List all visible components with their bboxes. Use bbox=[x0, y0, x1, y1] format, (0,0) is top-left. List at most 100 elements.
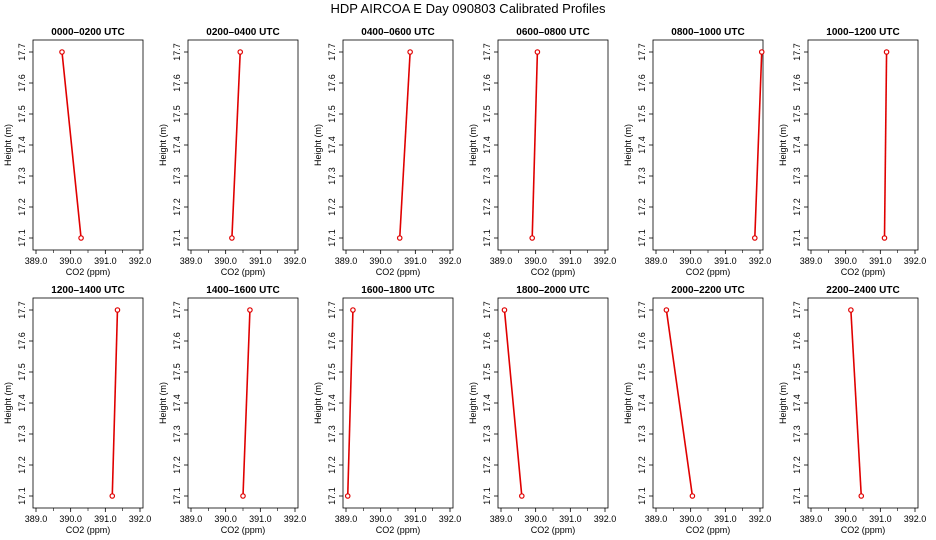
x-tick-label: 391.0 bbox=[404, 514, 427, 524]
y-tick-label: 17.3 bbox=[327, 167, 337, 185]
y-tick-label: 17.3 bbox=[172, 167, 182, 185]
x-tick-label: 391.0 bbox=[869, 256, 892, 266]
x-tick-label: 389.0 bbox=[800, 514, 823, 524]
y-tick-label: 17.2 bbox=[637, 198, 647, 216]
x-tick-label: 390.0 bbox=[524, 256, 547, 266]
profile-panel: 2000–2200 UTC 389.0 390.0 391.0 392.0 CO2 (pp… bbox=[623, 285, 771, 535]
x-tick-label: 389.0 bbox=[645, 256, 668, 266]
y-tick-label: 17.2 bbox=[792, 456, 802, 474]
plot-frame bbox=[807, 297, 919, 509]
y-tick-label: 17.6 bbox=[482, 74, 492, 92]
y-tick-label: 17.2 bbox=[17, 456, 27, 474]
data-point bbox=[501, 307, 508, 313]
y-tick-label: 17.1 bbox=[637, 229, 647, 247]
y-tick-label: 17.4 bbox=[327, 394, 337, 412]
y-tick-label: 17.6 bbox=[482, 332, 492, 350]
y-tick-label: 17.1 bbox=[327, 229, 337, 247]
y-axis-label: Height (m) bbox=[778, 124, 788, 166]
x-tick-label: 389.0 bbox=[335, 256, 358, 266]
y-axis-label: Height (m) bbox=[158, 124, 168, 166]
y-axis-label: Height (m) bbox=[468, 382, 478, 424]
y-tick-label: 17.5 bbox=[17, 363, 27, 381]
panel-title: 2200–2400 UTC bbox=[826, 285, 899, 296]
profile-line bbox=[61, 51, 82, 239]
x-tick-label: 390.0 bbox=[369, 256, 392, 266]
y-tick-label: 17.5 bbox=[172, 105, 182, 123]
y-tick-label: 17.1 bbox=[17, 487, 27, 505]
plot-frame bbox=[32, 39, 144, 251]
y-tick-label: 17.3 bbox=[637, 167, 647, 185]
y-tick-label: 17.7 bbox=[172, 43, 182, 61]
x-tick-label: 389.0 bbox=[335, 514, 358, 524]
x-tick-label: 392.0 bbox=[284, 514, 307, 524]
y-tick-label: 17.1 bbox=[482, 487, 492, 505]
x-tick-label: 390.0 bbox=[679, 514, 702, 524]
x-tick-label: 389.0 bbox=[800, 256, 823, 266]
data-point bbox=[848, 307, 854, 313]
y-tick-label: 17.6 bbox=[637, 332, 647, 350]
profile-line bbox=[883, 51, 888, 239]
y-tick-label: 17.5 bbox=[172, 363, 182, 381]
y-tick-label: 17.1 bbox=[637, 487, 647, 505]
y-tick-label: 17.3 bbox=[482, 425, 492, 443]
profile-panel: 0400–0600 UTC 389.0 390.0 391.0 392.0 CO2 (pp… bbox=[313, 27, 461, 277]
x-tick-label: 391.0 bbox=[249, 514, 272, 524]
x-axis-label: CO2 (ppm) bbox=[376, 525, 421, 535]
x-tick-label: 392.0 bbox=[904, 514, 927, 524]
plot-frame bbox=[187, 39, 299, 251]
x-tick-label: 392.0 bbox=[749, 514, 772, 524]
x-axis-label: CO2 (ppm) bbox=[221, 267, 266, 277]
panel-title: 1000–1200 UTC bbox=[826, 27, 899, 38]
y-axis-label: Height (m) bbox=[313, 124, 323, 166]
y-tick-label: 17.2 bbox=[482, 456, 492, 474]
profile-line bbox=[503, 309, 523, 497]
profile-panel: 0000–0200 UTC 389.0 390.0 391.0 392.0 CO2 (pp… bbox=[3, 27, 151, 277]
panel-title: 1200–1400 UTC bbox=[51, 285, 124, 296]
y-tick-label: 17.7 bbox=[172, 301, 182, 319]
panel-title: 1400–1600 UTC bbox=[206, 285, 279, 296]
profile-line bbox=[111, 309, 119, 497]
data-point bbox=[240, 493, 246, 499]
data-point bbox=[689, 493, 696, 499]
y-tick-label: 17.2 bbox=[327, 198, 337, 216]
data-point bbox=[114, 307, 121, 313]
plot-frame bbox=[342, 297, 454, 509]
y-tick-label: 17.4 bbox=[482, 136, 492, 154]
y-axis-label: Height (m) bbox=[623, 124, 633, 166]
y-tick-label: 17.5 bbox=[482, 363, 492, 381]
x-tick-label: 391.0 bbox=[249, 256, 272, 266]
y-axis-label: Height (m) bbox=[3, 124, 13, 166]
y-tick-label: 17.2 bbox=[482, 198, 492, 216]
x-tick-label: 391.0 bbox=[714, 256, 737, 266]
y-tick-label: 17.6 bbox=[792, 332, 802, 350]
x-axis-label: CO2 (ppm) bbox=[66, 525, 111, 535]
y-tick-label: 17.3 bbox=[172, 425, 182, 443]
y-tick-label: 17.7 bbox=[17, 301, 27, 319]
y-tick-label: 17.2 bbox=[17, 198, 27, 216]
y-tick-label: 17.2 bbox=[327, 456, 337, 474]
profile-line bbox=[531, 51, 539, 239]
y-tick-label: 17.7 bbox=[482, 43, 492, 61]
x-tick-label: 392.0 bbox=[594, 256, 617, 266]
panel-title: 0000–0200 UTC bbox=[51, 27, 124, 38]
y-tick-label: 17.4 bbox=[17, 136, 27, 154]
data-point bbox=[663, 307, 670, 313]
x-tick-label: 390.0 bbox=[59, 514, 82, 524]
x-tick-label: 389.0 bbox=[25, 256, 48, 266]
y-tick-label: 17.4 bbox=[482, 394, 492, 412]
data-point bbox=[247, 307, 253, 313]
x-tick-label: 390.0 bbox=[369, 514, 392, 524]
y-tick-label: 17.7 bbox=[792, 43, 802, 61]
y-axis-label: Height (m) bbox=[623, 382, 633, 424]
x-tick-label: 389.0 bbox=[490, 256, 513, 266]
y-tick-label: 17.7 bbox=[792, 301, 802, 319]
data-point bbox=[534, 49, 541, 55]
y-axis-label: Height (m) bbox=[158, 382, 168, 424]
data-point bbox=[407, 49, 413, 55]
x-tick-label: 391.0 bbox=[714, 514, 737, 524]
data-point bbox=[883, 49, 890, 55]
y-tick-label: 17.6 bbox=[17, 74, 27, 92]
profile-line bbox=[242, 309, 251, 497]
x-tick-label: 389.0 bbox=[490, 514, 513, 524]
